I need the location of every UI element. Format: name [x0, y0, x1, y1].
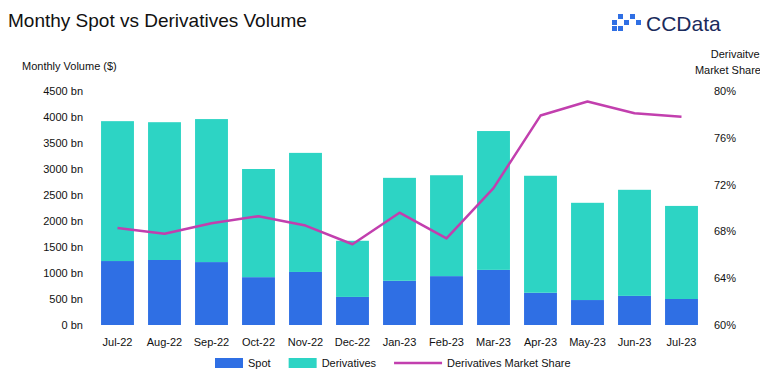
logo-square	[612, 20, 617, 25]
y-axis-label: Monthly Volume ($)	[22, 60, 117, 72]
x-tick-label: Dec-22	[335, 336, 370, 348]
x-tick-label: Feb-23	[429, 336, 464, 348]
bar	[665, 299, 698, 325]
y-tick	[90, 169, 92, 170]
bar	[148, 122, 181, 260]
y-tick-label: 1500 bn	[43, 241, 83, 253]
logo: CCData	[646, 12, 721, 35]
bar	[383, 178, 416, 281]
bar	[242, 169, 275, 277]
y-tick	[90, 247, 92, 248]
bar	[524, 293, 557, 325]
x-tick-label: Jan-23	[383, 336, 417, 348]
y-tick-label: 4500 bn	[43, 85, 83, 97]
y-tick	[90, 325, 92, 326]
legend-swatch	[394, 362, 442, 365]
y2-tick	[707, 325, 709, 326]
legend-swatch	[215, 358, 243, 368]
y2-tick	[707, 184, 709, 185]
y2-tick	[707, 91, 709, 92]
bar	[477, 270, 510, 325]
bar	[524, 176, 557, 293]
x-tick-label: Nov-22	[288, 336, 323, 348]
y2-axis-label: Derivaitves	[711, 48, 760, 60]
y-tick-label: 500 bn	[49, 293, 83, 305]
y-tick	[90, 91, 92, 92]
logo-square	[618, 14, 623, 19]
y2-tick-label: 80%	[714, 85, 736, 97]
chart: Monthy Spot vs Derivatives Volume CCData M…	[0, 0, 760, 379]
title: Monthy Spot vs Derivatives Volume	[8, 10, 307, 31]
bar	[289, 153, 322, 272]
bar	[148, 260, 181, 325]
y2-tick	[707, 231, 709, 232]
x-tick-label: Jul-22	[103, 336, 133, 348]
logo-square	[630, 14, 635, 19]
y2-tick-label: 76%	[714, 132, 736, 144]
bar	[665, 206, 698, 299]
logo-icon	[612, 14, 641, 31]
bar	[383, 281, 416, 325]
bar	[618, 296, 651, 325]
y-tick-label: 0 bn	[62, 319, 83, 331]
y2-tick	[707, 137, 709, 138]
y-tick-label: 3500 bn	[43, 137, 83, 149]
y2-tick-label: 64%	[714, 272, 736, 284]
legend-swatch	[289, 358, 317, 368]
y2-tick	[707, 278, 709, 279]
y-tick	[90, 195, 92, 196]
y-tick-label: 2500 bn	[43, 189, 83, 201]
x-tick-label: Mar-23	[476, 336, 511, 348]
y2-tick-label: 68%	[714, 225, 736, 237]
bar	[101, 121, 134, 261]
line	[118, 102, 682, 245]
bar	[336, 297, 369, 325]
legend-label: Derivatives Market Share	[447, 357, 571, 369]
bar	[195, 262, 228, 325]
bar	[571, 300, 604, 325]
bar	[430, 276, 463, 325]
x-tick-label: Jul-23	[667, 336, 697, 348]
x-tick-label: May-23	[569, 336, 606, 348]
legend-label: Spot	[248, 357, 271, 369]
logo-square	[636, 20, 641, 25]
plot-area	[101, 102, 698, 325]
legend: Spot Derivatives Derivatives Market Share	[215, 357, 571, 369]
y-tick	[90, 143, 92, 144]
y-tick-label: 4000 bn	[43, 111, 83, 123]
bar	[336, 241, 369, 297]
logo-square	[612, 26, 617, 31]
x-tick-label: Oct-22	[242, 336, 275, 348]
y-tick	[90, 117, 92, 118]
y-tick-label: 3000 bn	[43, 163, 83, 175]
y2-axis-label: Market Share (%)	[695, 64, 760, 76]
x-tick-label: Aug-22	[147, 336, 182, 348]
y-tick	[90, 299, 92, 300]
logo-square	[618, 26, 623, 31]
x-tick-label: Apr-23	[524, 336, 557, 348]
y-tick-label: 1000 bn	[43, 267, 83, 279]
y-tick	[90, 273, 92, 274]
y2-tick-label: 60%	[714, 319, 736, 331]
bar	[101, 261, 134, 325]
x-tick-label: Jun-23	[618, 336, 652, 348]
legend-label: Derivatives	[322, 357, 377, 369]
bar	[571, 203, 604, 300]
logo-square	[624, 20, 629, 25]
x-tick-label: Sep-22	[194, 336, 229, 348]
bar	[618, 190, 651, 296]
y2-tick-label: 72%	[714, 179, 736, 191]
y-tick-label: 2000 bn	[43, 215, 83, 227]
bar	[195, 119, 228, 262]
bar	[242, 277, 275, 325]
y-tick	[90, 221, 92, 222]
bar	[289, 272, 322, 325]
